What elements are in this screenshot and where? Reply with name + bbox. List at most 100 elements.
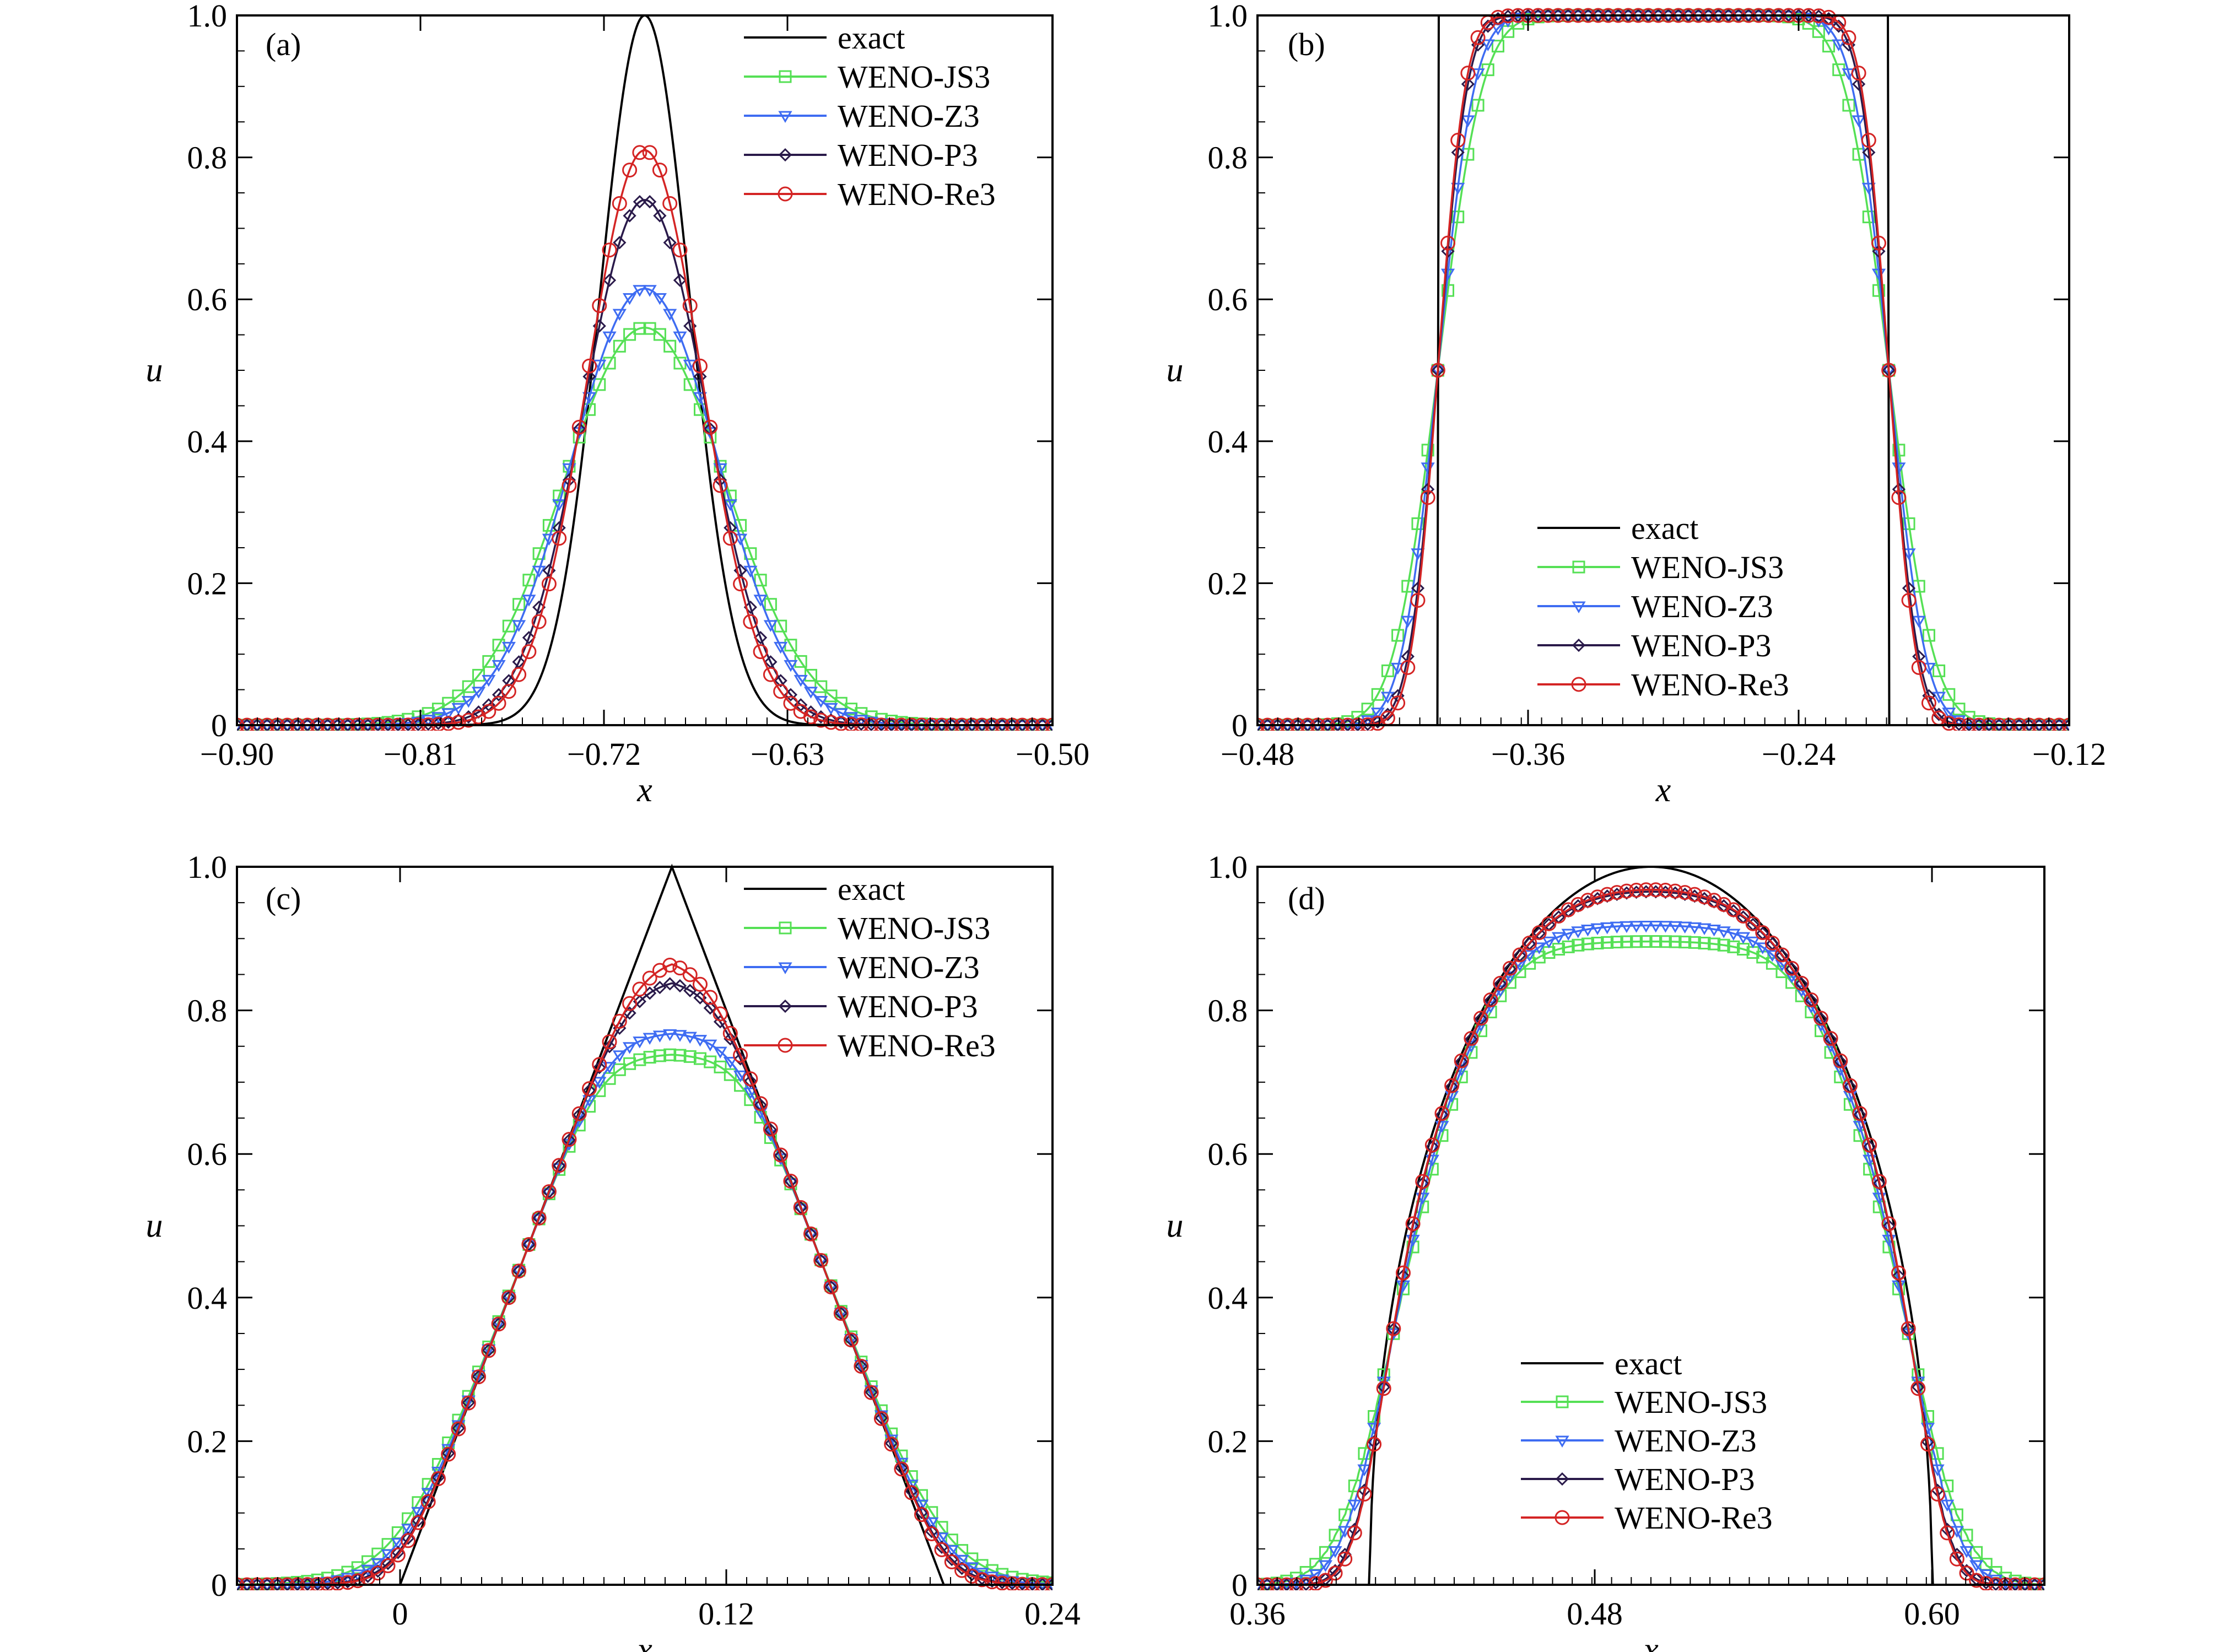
marker-WENO-P3: [663, 977, 677, 991]
marker-WENO-JS3: [522, 574, 536, 587]
x-axis-title: x: [1643, 1631, 1659, 1652]
marker-WENO-Re3: [501, 1290, 516, 1305]
marker-WENO-P3: [592, 1061, 606, 1075]
marker-WENO-JS3: [452, 689, 465, 703]
marker-WENO-Re3: [652, 163, 667, 178]
marker-WENO-Z3: [532, 565, 546, 578]
marker-WENO-Re3: [753, 1096, 768, 1111]
marker-WENO-Re3: [642, 145, 657, 160]
marker-WENO-P3: [542, 1185, 556, 1199]
chart-panel-1: 0 0.2 0.4 0.6 0.8 1.0 −0.48 −0.36 −0.24 −0.12 x u (b…: [1167, 0, 2107, 809]
marker-WENO-Z3: [501, 1292, 516, 1304]
marker-WENO-Re3: [340, 1575, 355, 1590]
marker-WENO-Z3: [743, 1087, 758, 1100]
marker-WENO-Re3: [461, 712, 476, 728]
marker-WENO-JS3: [1708, 937, 1721, 951]
marker-WENO-Re3: [1308, 1576, 1324, 1590]
marker-WENO-Re3: [1969, 1573, 1984, 1588]
marker-WENO-Z3: [954, 1554, 969, 1567]
marker-WENO-Re3: [612, 1013, 627, 1029]
y-tick-label: 0: [211, 708, 227, 743]
marker-WENO-Re3: [995, 1575, 1010, 1590]
marker-WENO-Re3: [1638, 882, 1654, 898]
marker-WENO-Z3: [643, 285, 657, 297]
marker-WENO-P3: [663, 236, 677, 250]
marker-WENO-Z3: [753, 595, 768, 607]
marker-WENO-Re3: [1502, 960, 1518, 976]
x-tick-label: −0.24: [1762, 736, 1836, 772]
legend-label-WENO-Re3: WENO-Re3: [838, 176, 996, 212]
marker-WENO-JS3: [1960, 1529, 1973, 1542]
marker-WENO-JS3: [633, 322, 646, 335]
y-tick-label: 0: [1232, 708, 1248, 743]
marker-WENO-Re3: [622, 163, 638, 178]
marker-WENO-JS3: [1620, 935, 1633, 948]
marker-WENO-Re3: [330, 1576, 346, 1590]
series-line-WENO-Re3: [1257, 888, 2044, 1586]
marker-WENO-Re3: [1911, 660, 1926, 675]
marker-WENO-P3: [602, 1040, 617, 1054]
marker-WENO-JS3: [1649, 935, 1663, 948]
marker-WENO-P3: [1882, 1219, 1896, 1233]
x-tick-label: 0.36: [1229, 1596, 1286, 1632]
marker-WENO-JS3: [1442, 284, 1455, 297]
marker-WENO-Z3: [1697, 923, 1712, 936]
marker-WENO-Re3: [793, 1200, 808, 1215]
marker-WENO-Z3: [1620, 921, 1634, 933]
marker-WENO-Re3: [1697, 889, 1712, 905]
marker-WENO-Re3: [1978, 1576, 1994, 1590]
marker-WENO-Z3: [693, 392, 708, 404]
marker-WENO-Z3: [1979, 1569, 1993, 1581]
marker-WENO-Re3: [1813, 1011, 1829, 1026]
marker-WENO-P3: [623, 209, 636, 223]
marker-WENO-Z3: [622, 293, 637, 305]
legend-marker-WENO-P3: [778, 999, 792, 1013]
x-axis-title: x: [1655, 771, 1671, 809]
marker-WENO-JS3: [1601, 936, 1614, 949]
marker-WENO-Re3: [622, 996, 638, 1011]
legend-label-WENO-Re3: WENO-Re3: [838, 1028, 996, 1063]
marker-WENO-Re3: [1600, 887, 1615, 902]
panel-label: (c): [266, 881, 301, 916]
marker-WENO-Re3: [904, 1485, 919, 1500]
marker-WENO-Z3: [1931, 692, 1946, 704]
marker-WENO-Re3: [491, 1316, 506, 1332]
marker-WENO-P3: [502, 674, 516, 688]
legend-label-exact: exact: [1615, 1346, 1682, 1381]
marker-WENO-Re3: [773, 1147, 789, 1163]
x-axis-title: x: [636, 1631, 652, 1652]
marker-WENO-Re3: [1687, 887, 1702, 902]
marker-WENO-JS3: [1931, 1447, 1944, 1460]
marker-WENO-Re3: [823, 1279, 839, 1294]
marker-WENO-Re3: [1842, 1078, 1858, 1093]
y-tick-label: 0.4: [1208, 1280, 1248, 1316]
marker-WENO-JS3: [1688, 936, 1701, 949]
marker-WENO-P3: [854, 1359, 868, 1373]
marker-WENO-Re3: [420, 1494, 436, 1509]
marker-WENO-Re3: [531, 614, 547, 629]
marker-WENO-Re3: [1941, 716, 1957, 731]
marker-WENO-Z3: [663, 1029, 677, 1041]
marker-WENO-P3: [864, 1385, 878, 1399]
marker-WENO-Z3: [673, 1030, 687, 1042]
marker-WENO-Re3: [1619, 883, 1634, 899]
marker-WENO-Re3: [1852, 1106, 1867, 1121]
marker-WENO-Re3: [481, 1343, 496, 1358]
y-tick-label: 0.8: [187, 993, 228, 1029]
y-tick-label: 0.6: [187, 1136, 228, 1172]
y-tick-label: 0: [211, 1567, 227, 1603]
marker-WENO-P3: [844, 1333, 858, 1347]
marker-WENO-Re3: [441, 716, 456, 731]
marker-WENO-Z3: [391, 1537, 405, 1550]
marker-WENO-Z3: [1629, 921, 1644, 933]
marker-WENO-Re3: [1570, 897, 1586, 912]
y-tick-label: 1.0: [1208, 849, 1248, 885]
marker-WENO-P3: [875, 1411, 888, 1425]
marker-WENO-Re3: [1347, 1525, 1362, 1541]
marker-WENO-Re3: [682, 298, 698, 314]
marker-WENO-P3: [724, 521, 737, 535]
marker-WENO-Z3: [1551, 932, 1566, 944]
marker-WENO-Z3: [602, 331, 617, 344]
marker-WENO-Re3: [1390, 695, 1406, 711]
marker-WENO-P3: [693, 370, 707, 384]
